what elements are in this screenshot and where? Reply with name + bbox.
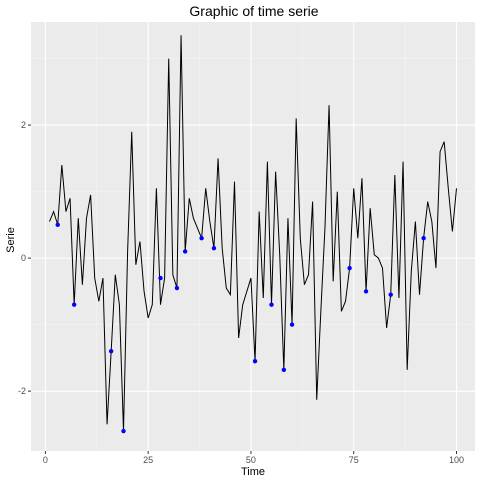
data-point <box>108 349 114 354</box>
y-tick-label: -2 <box>18 386 26 396</box>
chart-title: Graphic of time serie <box>189 3 318 19</box>
data-point <box>211 245 217 251</box>
data-point <box>199 235 204 241</box>
y-axis-title: Serie <box>5 227 17 253</box>
x-axis-ticks: 0 25 50 75 100 <box>43 451 464 465</box>
data-point <box>269 302 274 307</box>
data-point <box>55 222 60 228</box>
x-tick-label: 100 <box>449 455 464 465</box>
data-point <box>289 322 295 327</box>
data-point <box>174 285 180 291</box>
series-line <box>49 35 457 432</box>
data-point <box>121 428 126 434</box>
data-point <box>252 359 258 364</box>
data-point <box>182 249 188 254</box>
major-gridlines <box>31 22 475 451</box>
x-tick-label: 0 <box>43 455 48 465</box>
data-point <box>347 265 352 271</box>
x-tick-label: 75 <box>349 455 359 465</box>
data-point <box>363 289 369 294</box>
y-axis-ticks: -2 0 2 <box>18 120 31 396</box>
highlighted-points <box>55 222 426 434</box>
x-axis-title: Time <box>241 466 265 478</box>
data-point <box>281 367 287 373</box>
x-tick-label: 50 <box>246 455 256 465</box>
data-point <box>388 292 393 297</box>
data-point <box>71 302 77 307</box>
y-tick-label: 2 <box>21 120 26 130</box>
plot-panel <box>31 22 475 451</box>
x-tick-label: 25 <box>143 455 153 465</box>
data-point <box>421 235 426 241</box>
data-point <box>158 275 163 281</box>
y-tick-label: 0 <box>21 253 26 263</box>
